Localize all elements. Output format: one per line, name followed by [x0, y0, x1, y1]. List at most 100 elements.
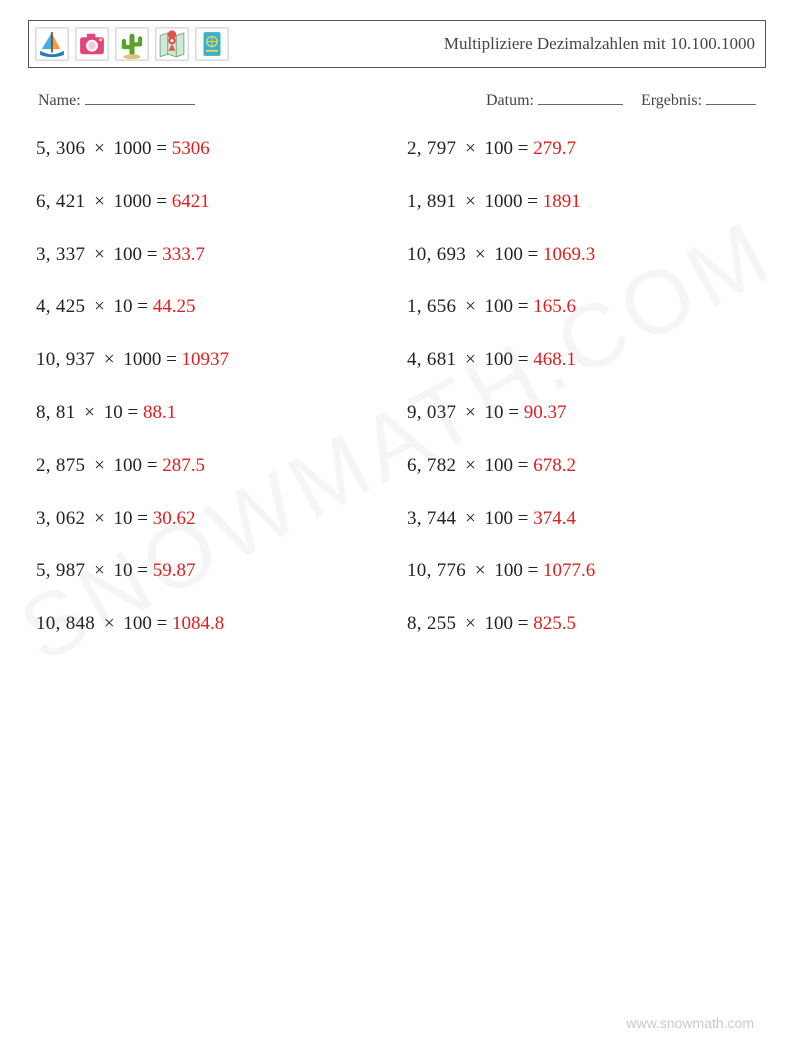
- sailboat-icon: [35, 27, 69, 61]
- problem-row: 9, 037 × 10 = 90.37: [407, 402, 758, 425]
- problem-operand-a: 5, 306: [36, 138, 85, 159]
- result-label: Ergebnis:: [641, 92, 702, 109]
- problem-answer: 1891: [543, 191, 581, 212]
- name-label: Name:: [38, 92, 81, 109]
- problem-operand-b: 100: [485, 296, 514, 317]
- problem-operand-a: 2, 797: [407, 138, 456, 159]
- problem-operand-b: 100: [485, 349, 514, 370]
- problem-row: 2, 875 × 100 = 287.5: [36, 455, 387, 478]
- problem-row: 2, 797 × 100 = 279.7: [407, 138, 758, 161]
- problem-answer: 287.5: [162, 455, 205, 476]
- problem-operand-a: 6, 421: [36, 191, 85, 212]
- times-sign: ×: [466, 560, 494, 581]
- problem-answer: 678.2: [533, 455, 576, 476]
- times-sign: ×: [85, 244, 113, 265]
- times-sign: ×: [95, 613, 123, 634]
- meta-row: Name: Datum: Ergebnis:: [38, 90, 756, 110]
- problem-answer: 88.1: [143, 402, 176, 423]
- name-blank[interactable]: [85, 90, 195, 105]
- problems-grid: 5, 306 × 1000 = 53066, 421 × 1000 = 6421…: [36, 138, 758, 666]
- problem-operand-a: 3, 062: [36, 508, 85, 529]
- problem-row: 5, 987 × 10 = 59.87: [36, 560, 387, 583]
- problem-answer: 1069.3: [543, 244, 595, 265]
- equals-sign: =: [523, 191, 543, 212]
- problem-answer: 44.25: [153, 296, 196, 317]
- times-sign: ×: [85, 560, 113, 581]
- problem-operand-b: 10: [114, 560, 133, 581]
- equals-sign: =: [513, 138, 533, 159]
- problem-operand-b: 100: [114, 244, 143, 265]
- problem-row: 10, 937 × 1000 = 10937: [36, 349, 387, 372]
- problem-answer: 468.1: [533, 349, 576, 370]
- header-icons: [35, 27, 229, 61]
- times-sign: ×: [456, 349, 484, 370]
- problem-row: 3, 744 × 100 = 374.4: [407, 508, 758, 531]
- equals-sign: =: [513, 349, 533, 370]
- header-box: Multipliziere Dezimalzahlen mit 10.100.1…: [28, 20, 766, 68]
- times-sign: ×: [85, 138, 113, 159]
- problem-operand-b: 100: [494, 244, 523, 265]
- problem-row: 4, 681 × 100 = 468.1: [407, 349, 758, 372]
- equals-sign: =: [513, 613, 533, 634]
- result-blank[interactable]: [706, 90, 756, 105]
- equals-sign: =: [152, 191, 172, 212]
- problem-answer: 59.87: [153, 560, 196, 581]
- name-field: Name:: [38, 90, 195, 110]
- problem-operand-a: 8, 81: [36, 402, 76, 423]
- equals-sign: =: [513, 455, 533, 476]
- problem-answer: 1084.8: [172, 613, 224, 634]
- problem-operand-b: 10: [104, 402, 123, 423]
- problem-operand-b: 1000: [123, 349, 161, 370]
- problem-operand-b: 10: [485, 402, 504, 423]
- times-sign: ×: [456, 508, 484, 529]
- equals-sign: =: [523, 560, 543, 581]
- problem-operand-b: 100: [485, 138, 514, 159]
- problem-operand-a: 10, 776: [407, 560, 466, 581]
- times-sign: ×: [85, 508, 113, 529]
- problem-answer: 374.4: [533, 508, 576, 529]
- times-sign: ×: [456, 613, 484, 634]
- times-sign: ×: [85, 191, 113, 212]
- problem-row: 3, 062 × 10 = 30.62: [36, 508, 387, 531]
- problem-row: 5, 306 × 1000 = 5306: [36, 138, 387, 161]
- equals-sign: =: [142, 244, 162, 265]
- problem-row: 3, 337 × 100 = 333.7: [36, 244, 387, 267]
- problem-operand-a: 2, 875: [36, 455, 85, 476]
- times-sign: ×: [456, 296, 484, 317]
- problem-answer: 10937: [182, 349, 230, 370]
- times-sign: ×: [76, 402, 104, 423]
- problem-operand-a: 3, 337: [36, 244, 85, 265]
- problem-answer: 279.7: [533, 138, 576, 159]
- problem-operand-b: 100: [485, 455, 514, 476]
- problem-operand-a: 1, 891: [407, 191, 456, 212]
- problem-operand-a: 8, 255: [407, 613, 456, 634]
- times-sign: ×: [456, 402, 484, 423]
- worksheet-title: Multipliziere Dezimalzahlen mit 10.100.1…: [444, 34, 755, 54]
- result-field: Ergebnis:: [641, 90, 756, 110]
- problem-operand-a: 6, 782: [407, 455, 456, 476]
- equals-sign: =: [133, 560, 153, 581]
- times-sign: ×: [85, 296, 113, 317]
- problem-operand-b: 10: [114, 508, 133, 529]
- problem-row: 10, 693 × 100 = 1069.3: [407, 244, 758, 267]
- problem-row: 8, 81 × 10 = 88.1: [36, 402, 387, 425]
- problem-row: 6, 782 × 100 = 678.2: [407, 455, 758, 478]
- equals-sign: =: [513, 296, 533, 317]
- problem-operand-b: 100: [114, 455, 143, 476]
- problem-answer: 90.37: [524, 402, 567, 423]
- times-sign: ×: [95, 349, 123, 370]
- equals-sign: =: [123, 402, 143, 423]
- problems-col-left: 5, 306 × 1000 = 53066, 421 × 1000 = 6421…: [36, 138, 387, 666]
- problem-row: 1, 656 × 100 = 165.6: [407, 296, 758, 319]
- times-sign: ×: [456, 455, 484, 476]
- problem-operand-a: 9, 037: [407, 402, 456, 423]
- date-blank[interactable]: [538, 90, 623, 105]
- problem-operand-b: 100: [123, 613, 152, 634]
- problem-answer: 825.5: [533, 613, 576, 634]
- problem-row: 1, 891 × 1000 = 1891: [407, 191, 758, 214]
- equals-sign: =: [142, 455, 162, 476]
- problem-answer: 1077.6: [543, 560, 595, 581]
- problem-operand-b: 1000: [114, 138, 152, 159]
- footer-url: www.snowmath.com: [626, 1015, 754, 1031]
- equals-sign: =: [504, 402, 524, 423]
